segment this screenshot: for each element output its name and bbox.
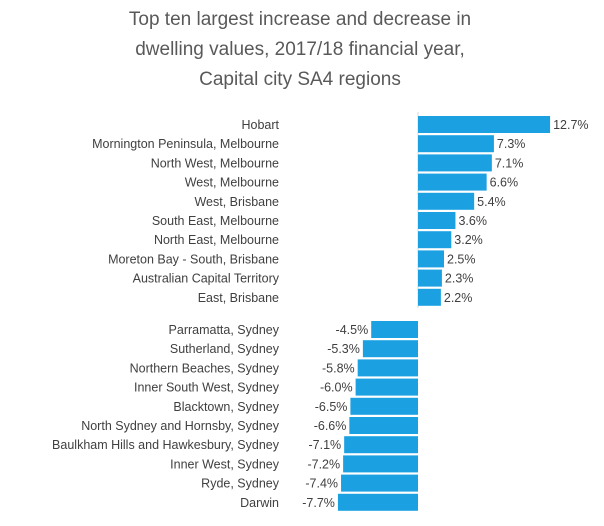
data-label: 5.4% — [477, 195, 506, 209]
data-label: 2.2% — [444, 291, 473, 305]
data-label: 3.2% — [454, 233, 483, 247]
chart-title: Top ten largest increase and decrease in… — [129, 9, 471, 90]
bar — [344, 436, 418, 454]
category-label: East, Brisbane — [198, 291, 279, 305]
bar — [357, 359, 418, 377]
data-label: -4.5% — [336, 323, 369, 337]
bar — [418, 250, 444, 268]
data-label: 2.5% — [447, 252, 476, 266]
bar — [362, 340, 418, 358]
category-label: South East, Melbourne — [152, 214, 279, 228]
category-label: Australian Capital Territory — [133, 272, 280, 286]
data-label: 2.3% — [445, 272, 474, 286]
plot-area: Hobart 12.7% Mornington Peninsula, Melbour… — [52, 112, 589, 511]
bar — [418, 154, 492, 172]
bar — [418, 173, 487, 191]
chart-title-line-3: Capital city SA4 regions — [199, 69, 401, 90]
bar — [418, 135, 494, 153]
data-label: -5.8% — [322, 361, 355, 375]
category-label: Darwin — [240, 496, 279, 510]
data-label: -7.2% — [307, 457, 340, 471]
data-label: -6.5% — [315, 400, 348, 414]
bar — [341, 474, 418, 492]
category-label: Ryde, Sydney — [201, 477, 280, 491]
bar — [337, 493, 418, 511]
data-label: 7.1% — [495, 156, 523, 170]
category-label: North West, Melbourne — [151, 156, 279, 170]
category-label: Northern Beaches, Sydney — [130, 361, 280, 375]
bar — [355, 378, 418, 396]
chart-title-line-1: Top ten largest increase and decrease in — [129, 9, 471, 30]
category-label: Parramatta, Sydney — [169, 323, 280, 337]
bar — [418, 231, 452, 249]
bar — [350, 397, 418, 415]
bar — [418, 192, 475, 210]
category-label: Inner West, Sydney — [170, 457, 280, 471]
data-label: -7.1% — [309, 438, 342, 452]
data-label: 6.6% — [490, 176, 519, 190]
category-label: North Sydney and Hornsby, Sydney — [81, 419, 280, 433]
data-label: 7.3% — [497, 137, 526, 151]
data-label: 3.6% — [458, 214, 487, 228]
category-label: Inner South West, Sydney — [134, 381, 280, 395]
category-label: West, Melbourne — [185, 176, 279, 190]
chart-title-line-2: dwelling values, 2017/18 financial year, — [135, 39, 465, 60]
bar — [343, 455, 418, 473]
category-label: Sutherland, Sydney — [170, 342, 280, 356]
category-label: Moreton Bay - South, Brisbane — [108, 252, 279, 266]
category-label: Blacktown, Sydney — [173, 400, 279, 414]
category-label: West, Brisbane — [194, 195, 279, 209]
category-label: Hobart — [241, 118, 279, 132]
category-label: North East, Melbourne — [154, 233, 279, 247]
data-label: -6.6% — [314, 419, 347, 433]
bar — [349, 417, 418, 434]
data-label: -5.3% — [327, 342, 360, 356]
category-label: Baulkham Hills and Hawkesbury, Sydney — [52, 438, 280, 452]
data-label: -7.4% — [305, 477, 338, 491]
data-label: -6.0% — [320, 381, 353, 395]
bar — [418, 288, 441, 306]
data-label: 12.7% — [553, 118, 588, 132]
bar — [418, 212, 456, 229]
category-label: Mornington Peninsula, Melbourne — [92, 137, 279, 151]
bar — [371, 321, 418, 338]
bar — [418, 269, 442, 287]
bar — [418, 116, 551, 133]
data-label: -7.7% — [302, 496, 335, 510]
